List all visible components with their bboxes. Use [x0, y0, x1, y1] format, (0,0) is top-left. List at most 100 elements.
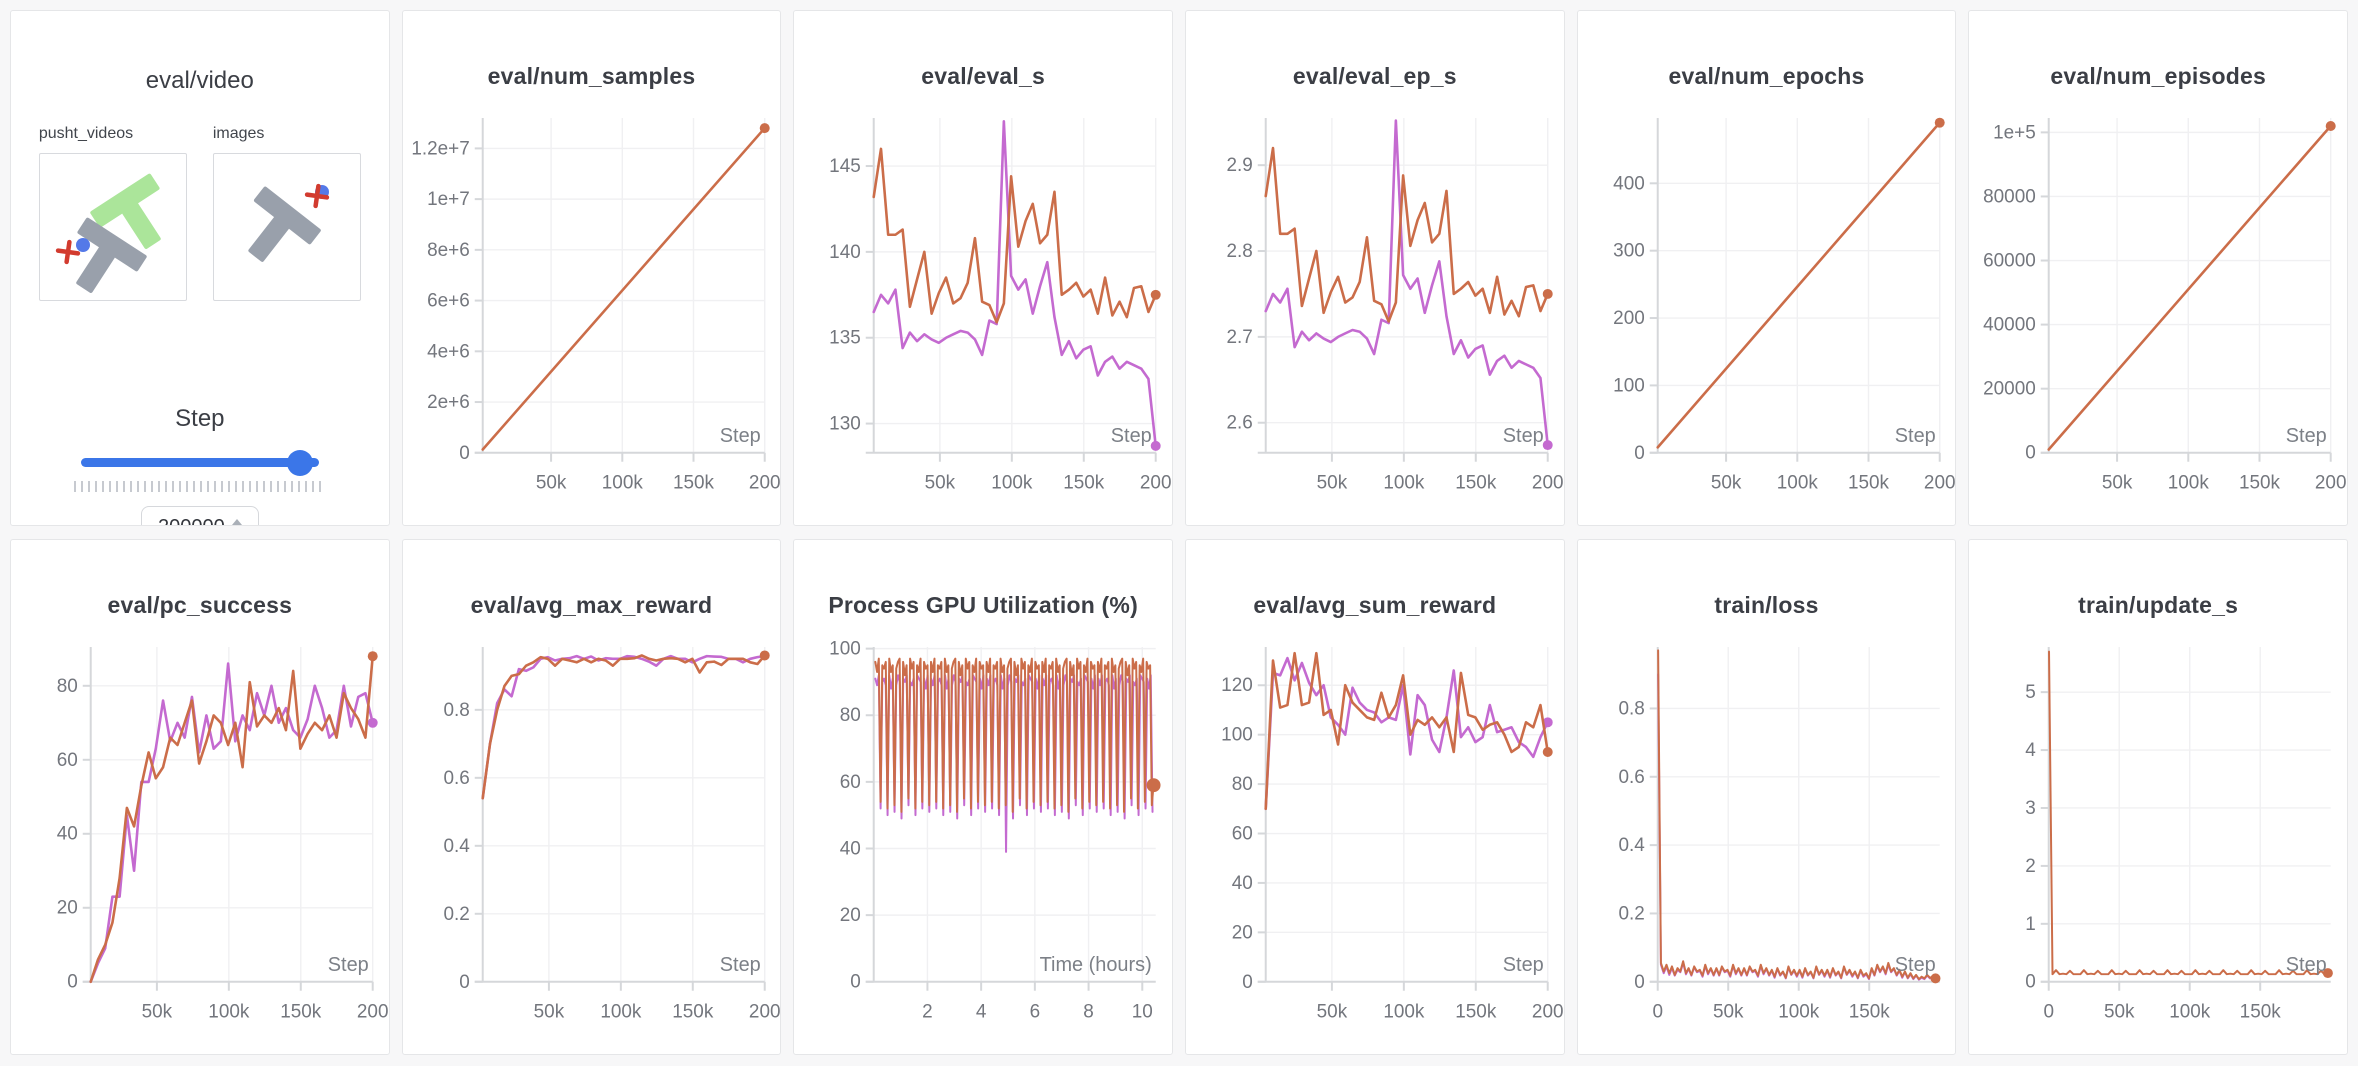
y-tick-label: 0.4: [1618, 835, 1644, 856]
y-tick-label: 3: [2026, 798, 2037, 819]
y-tick-label: 145: [830, 156, 862, 177]
stepper-buttons[interactable]: [231, 519, 242, 525]
x-tick-label: 100k: [2168, 473, 2210, 494]
series-line-run-purple: [1656, 673, 1937, 981]
chart-title: eval/pc_success: [107, 592, 293, 618]
series-group: [481, 123, 770, 451]
x-tick-label: 50k: [533, 1002, 564, 1023]
step-slider-thumb[interactable]: [286, 450, 313, 476]
panel-eval-num-episodes[interactable]: eval/num_episodes 50k 100k 150k 200 0 20000 40…: [1968, 10, 2348, 526]
series-group: [1264, 119, 1553, 451]
step-slider[interactable]: [80, 449, 319, 477]
series-group: [89, 651, 378, 984]
y-tick-label: 100: [1221, 725, 1253, 746]
target-cross-icon: [304, 183, 329, 209]
series-line-run-orange: [1264, 651, 1550, 811]
series-endpoint-run-purple: [1542, 440, 1553, 451]
series-endpoint-run-orange: [1146, 778, 1161, 793]
y-tick-label: 200: [1613, 308, 1645, 329]
goal-dot-icon: [75, 238, 90, 252]
series-endpoint-run-orange: [759, 123, 770, 134]
panel-gpu-utilization[interactable]: Process GPU Utilization (%) 2 4 6 8 10 0 20 40 6…: [793, 539, 1173, 1055]
series-endpoint-run-orange: [2326, 120, 2337, 131]
series-line-run-orange: [874, 657, 1155, 813]
y-tick-label: 2.9: [1226, 155, 1252, 176]
x-tick-label: 100k: [1383, 473, 1425, 494]
series-line-run-orange: [1656, 121, 1941, 449]
media-label-pusht-videos: pusht_videos: [38, 125, 134, 142]
panel-eval-eval-ep-s[interactable]: eval/eval_ep_s 50k 100k 150k 200 2.6 2.7 2.8 2.…: [1184, 10, 1565, 526]
series-line-run-orange: [2048, 650, 2330, 976]
chart-title: Process GPU Utilization (%): [828, 592, 1138, 618]
x-tick-label: 100k: [1383, 1002, 1425, 1023]
panel-eval-eval-s[interactable]: eval/eval_s 50k 100k 150k 200 130 135 140 145 St…: [793, 10, 1173, 526]
series-line-run-orange: [2047, 124, 2333, 451]
y-tick-label: 100: [830, 639, 862, 660]
x-tick-label: 10: [1132, 1002, 1153, 1023]
y-tick-label: 2e+6: [427, 392, 470, 413]
y-tick-label: 20: [840, 905, 861, 926]
chart-canvas: 50k 100k 150k 200 0 2e+6 4e+6 6e+6 8e+6 1e+7 1.2e+…: [403, 106, 781, 513]
y-tick-label: 140: [830, 242, 862, 263]
panel-eval-num-samples[interactable]: eval/num_samples 50k 100k 150k 200 0 2e+6 4e+6…: [401, 10, 782, 526]
y-tick-label: 1: [2026, 914, 2037, 935]
x-tick-label: 100k: [1776, 473, 1818, 494]
x-tick-label: 150k: [1064, 473, 1106, 494]
x-tick-label: 50k: [2104, 1002, 2135, 1023]
y-tick-label: 2.6: [1226, 413, 1252, 434]
x-tick-label: 200: [357, 1002, 389, 1023]
y-tick-label: 130: [830, 414, 862, 435]
x-tick-label: 100k: [992, 473, 1034, 494]
step-slider-track[interactable]: [80, 458, 319, 467]
series-line-run-orange: [1656, 649, 1937, 981]
x-axis-label: Step: [719, 425, 760, 447]
series-endpoint-run-purple: [367, 717, 378, 728]
x-tick-label: 150k: [2239, 473, 2281, 494]
panel-eval-video[interactable]: eval/video pusht_videos: [10, 10, 390, 526]
series-group: [2047, 120, 2337, 451]
panel-eval-pc-success[interactable]: eval/pc_success 50k 100k 150k 200 0 20 40 60 80 S…: [10, 539, 390, 1055]
x-axis-label: Step: [1111, 425, 1152, 447]
y-tick-label: 20: [57, 898, 78, 919]
panel-train-update-s[interactable]: train/update_s 0 50k 100k 150k 0 1 2 3 4 5 Step: [1968, 539, 2348, 1055]
panel-eval-avg-max-reward[interactable]: eval/avg_max_reward 50k 100k 150k 200 0 0.2 0.…: [401, 539, 782, 1055]
x-axis-label: Step: [719, 954, 760, 976]
y-tick-label: 40: [57, 824, 78, 845]
x-axis-label: Time (hours): [1040, 954, 1152, 976]
step-value-input[interactable]: 200000: [140, 506, 259, 525]
x-tick-label: 100k: [601, 473, 643, 494]
step-slider-label: Step: [175, 405, 225, 432]
pusht-image-icon: [248, 183, 329, 262]
series-line-run-purple: [1264, 656, 1550, 811]
y-tick-label: 0: [67, 972, 78, 993]
image-thumbnail[interactable]: [212, 153, 361, 301]
chart-title: train/loss: [1714, 592, 1819, 618]
y-tick-label: 0.6: [443, 768, 469, 789]
x-tick-label: 50k: [142, 1002, 173, 1023]
series-group: [874, 657, 1161, 853]
y-tick-label: 60000: [1983, 251, 2036, 272]
video-thumbnail-pusht[interactable]: [38, 153, 187, 301]
panel-eval-avg-sum-reward[interactable]: eval/avg_sum_reward 50k 100k 150k 200 0 20 40 6…: [1184, 539, 1565, 1055]
x-tick-label: 8: [1084, 1002, 1095, 1023]
y-tick-label: 400: [1613, 173, 1645, 194]
step-up-icon[interactable]: [231, 519, 242, 525]
chart-svg: 50k 100k 150k 200 130 135 140 145 Step: [830, 117, 1172, 494]
x-axis-label: Step: [1503, 954, 1544, 976]
x-tick-label: 200: [2315, 473, 2347, 494]
y-tick-label: 0: [459, 972, 470, 993]
y-tick-label: 4: [2026, 740, 2037, 761]
x-tick-label: 200: [1140, 473, 1172, 494]
x-tick-label: 100k: [208, 1002, 250, 1023]
panel-train-loss[interactable]: train/loss 0 50k 100k 150k 0 0.2 0.4 0.6 0.8 Step: [1576, 539, 1957, 1055]
series-line-run-purple: [481, 654, 766, 800]
x-tick-label: 50k: [535, 473, 566, 494]
y-tick-label: 0: [1634, 972, 1645, 993]
series-line-run-purple: [1264, 119, 1550, 447]
series-endpoint-run-orange: [2323, 968, 2334, 979]
series-endpoint-run-orange: [759, 650, 770, 661]
panel-eval-num-epochs[interactable]: eval/num_epochs 50k 100k 150k 200 0 100 200 300…: [1576, 10, 1957, 526]
y-tick-label: 0: [1242, 972, 1253, 993]
